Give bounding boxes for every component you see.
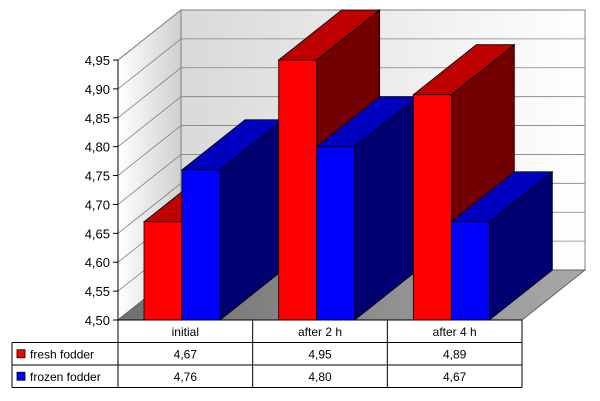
bar-1-0 bbox=[180, 118, 285, 321]
legend-label: fresh fodder bbox=[30, 347, 94, 361]
bar-front bbox=[316, 146, 356, 321]
legend-label: frozen fodder bbox=[30, 370, 101, 384]
y-tick-label: 4,55 bbox=[85, 284, 110, 299]
data-table: initial after 2 h after 4 h fresh fodder 4,6… bbox=[11, 319, 523, 388]
gridline bbox=[117, 9, 585, 61]
bar-1-2 bbox=[450, 170, 554, 321]
bar-1-1 bbox=[315, 95, 419, 321]
y-tick-label: 4,95 bbox=[85, 53, 110, 68]
y-tick-label: 4,70 bbox=[85, 197, 110, 212]
category-label: after 4 h bbox=[433, 325, 477, 339]
y-tick-label: 4,65 bbox=[85, 226, 110, 241]
legend-swatch bbox=[16, 371, 26, 381]
table-value: 4,76 bbox=[174, 370, 198, 384]
table-value: 4,67 bbox=[174, 347, 198, 361]
y-tick-label: 4,75 bbox=[85, 169, 110, 184]
bar-front bbox=[278, 59, 318, 321]
y-axis: 4,50 4,55 4,60 4,65 4,70 4,75 4,80 4,85 4,90 4,95 bbox=[85, 53, 119, 328]
gridline bbox=[117, 38, 585, 90]
y-tick-label: 4,90 bbox=[85, 82, 110, 97]
bar-front bbox=[450, 221, 490, 321]
table-value: 4,80 bbox=[308, 370, 332, 384]
legend-swatch bbox=[16, 349, 26, 359]
category-label: after 2 h bbox=[298, 325, 342, 339]
y-tick-label: 4,85 bbox=[85, 111, 110, 126]
table-value: 4,95 bbox=[308, 347, 332, 361]
category-label: initial bbox=[172, 325, 199, 339]
table-value: 4,89 bbox=[443, 347, 467, 361]
bars bbox=[142, 9, 554, 321]
bar-front bbox=[412, 94, 452, 321]
table-value: 4,67 bbox=[443, 370, 467, 384]
y-tick-label: 4,50 bbox=[85, 313, 110, 328]
bar-front bbox=[181, 169, 221, 321]
y-tick-label: 4,60 bbox=[85, 255, 110, 270]
y-tick-label: 4,80 bbox=[85, 140, 110, 155]
bar-front bbox=[143, 221, 183, 321]
